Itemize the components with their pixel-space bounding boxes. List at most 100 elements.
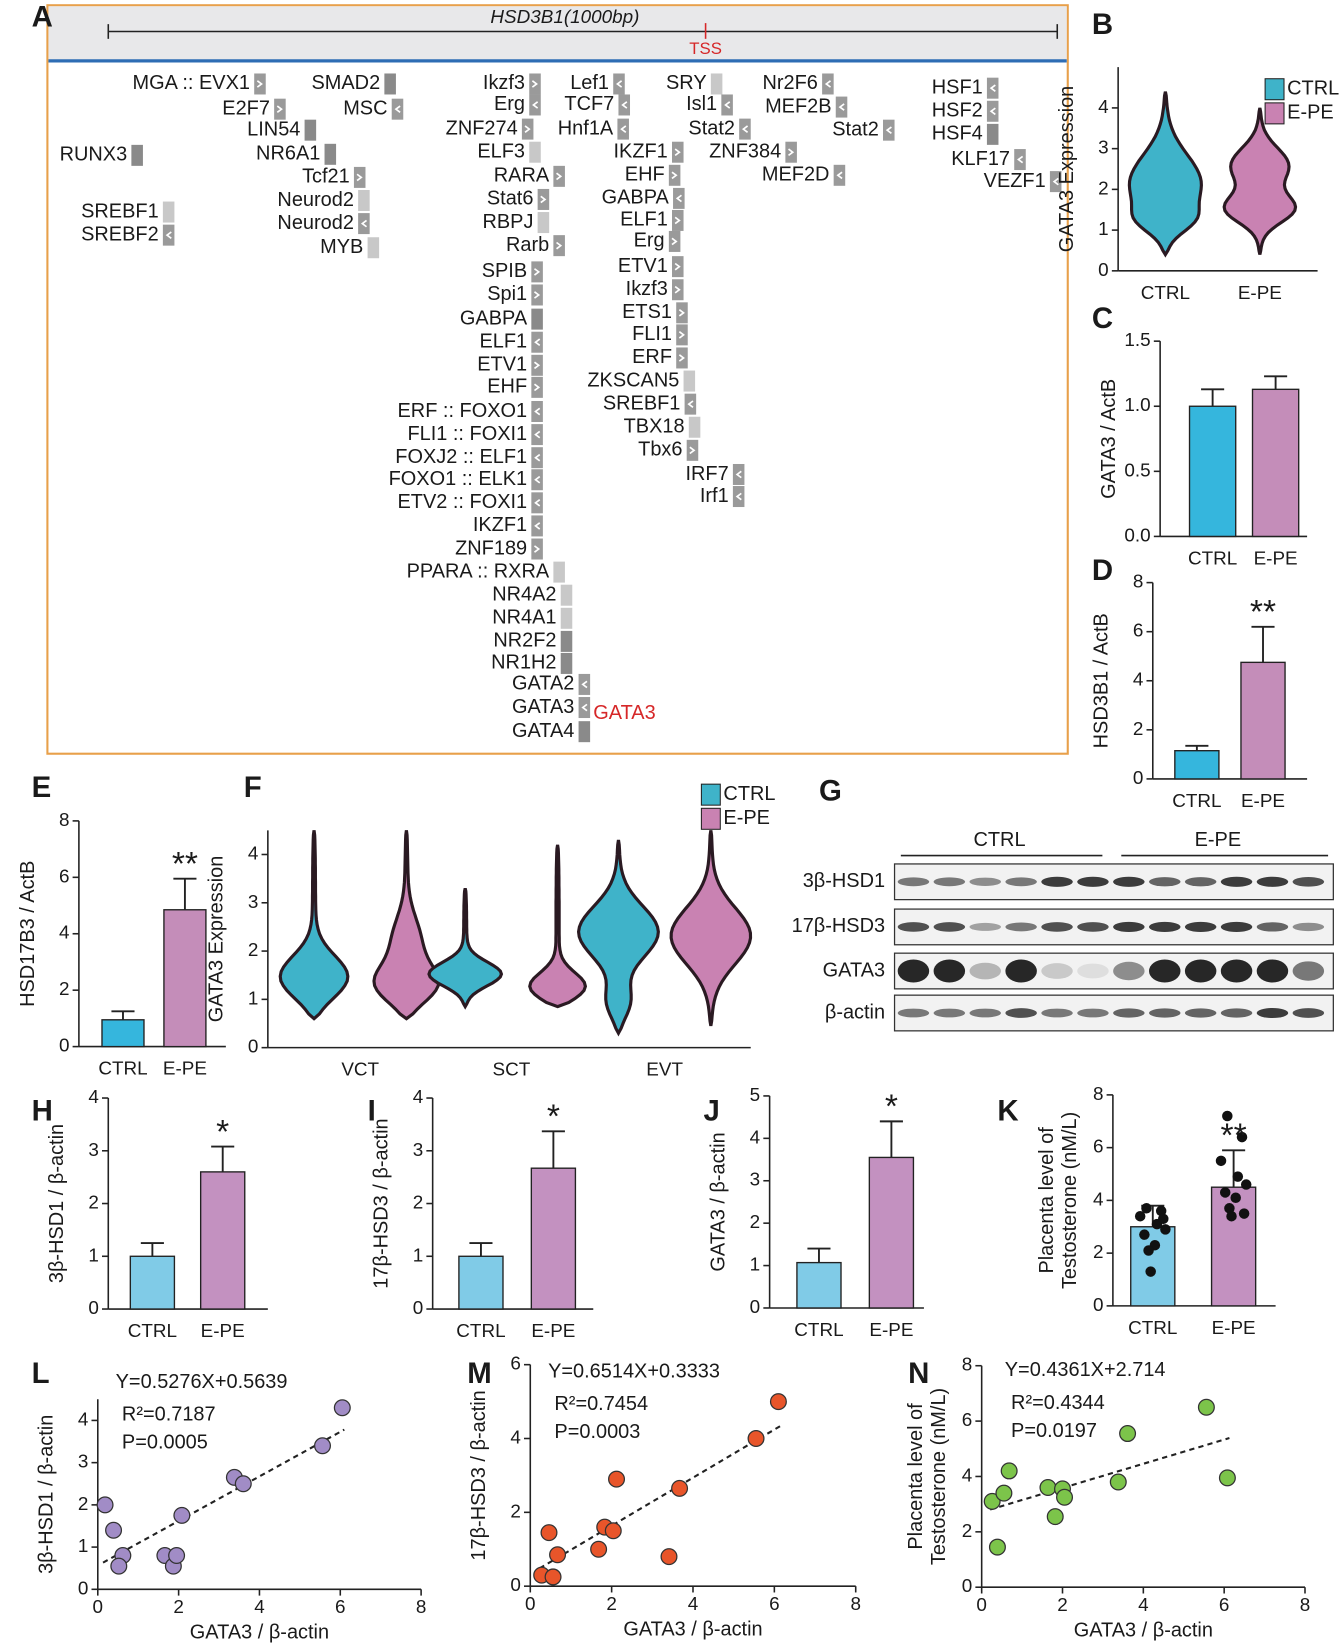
blot-band bbox=[1292, 1008, 1325, 1018]
violin bbox=[576, 839, 660, 1037]
y-tick-label: 2 bbox=[1133, 719, 1144, 740]
data-point bbox=[110, 1557, 128, 1575]
x-tick-label: CTRL bbox=[1141, 283, 1190, 304]
data-point bbox=[608, 1470, 626, 1488]
panel-label: D bbox=[1092, 554, 1113, 587]
data-point bbox=[988, 1538, 1006, 1556]
data-point bbox=[173, 1506, 191, 1524]
data-point bbox=[995, 1484, 1013, 1502]
y-tick-label: 4 bbox=[88, 1087, 99, 1108]
blot-band bbox=[1220, 1008, 1253, 1018]
tf-label: MGA :: EVX1 bbox=[133, 72, 250, 94]
y-tick-label: 4 bbox=[59, 923, 70, 944]
y-tick-label: 4 bbox=[510, 1427, 521, 1448]
strand-arrow bbox=[735, 492, 742, 501]
strand-arrow bbox=[356, 173, 363, 182]
y-tick-label: 1 bbox=[413, 1245, 424, 1266]
y-tick-label: 0 bbox=[59, 1036, 70, 1057]
data-point bbox=[1224, 1203, 1235, 1214]
blot-band bbox=[969, 1008, 1001, 1018]
trend-line bbox=[102, 1428, 345, 1564]
tf-site bbox=[721, 94, 733, 116]
blot-band bbox=[1184, 877, 1217, 887]
tf-site bbox=[739, 118, 751, 140]
data-point bbox=[1222, 1110, 1233, 1122]
blot-band bbox=[897, 959, 930, 983]
blot-band bbox=[1149, 877, 1181, 887]
data-point bbox=[313, 1437, 332, 1455]
data-point bbox=[1119, 1425, 1137, 1443]
fit-stat: P=0.0197 bbox=[1011, 1420, 1097, 1442]
strand-arrow bbox=[534, 430, 541, 439]
x-tick-label: CTRL bbox=[98, 1059, 147, 1080]
strand-arrow bbox=[165, 231, 172, 239]
highlight-label: GATA3 bbox=[593, 702, 655, 724]
tf-site bbox=[618, 94, 631, 116]
bar bbox=[1174, 750, 1220, 780]
panel-a-frame bbox=[46, 4, 1069, 755]
strand-arrow bbox=[678, 354, 685, 362]
tf-site bbox=[684, 393, 697, 415]
strand-arrow bbox=[534, 453, 541, 462]
tf-label: Ikzf3 bbox=[483, 72, 525, 94]
y-tick-label: 0 bbox=[248, 1037, 258, 1058]
x-tick-label: E-PE bbox=[201, 1321, 245, 1342]
y-tick-label: 1 bbox=[248, 988, 258, 1009]
blot-band bbox=[1256, 876, 1289, 887]
data-point bbox=[1046, 1508, 1064, 1526]
tf-site bbox=[617, 118, 629, 140]
fit-stat: P=0.0005 bbox=[122, 1432, 208, 1454]
x-tick-label: 6 bbox=[769, 1594, 780, 1615]
tf-site bbox=[304, 119, 317, 141]
strand-arrow bbox=[824, 80, 832, 88]
tf-label: RARA bbox=[494, 165, 550, 187]
tf-site bbox=[822, 73, 834, 95]
ruler-bar bbox=[48, 6, 1067, 61]
tf-site bbox=[531, 492, 543, 514]
trend-line bbox=[989, 1437, 1230, 1511]
y-tick-label: 3 bbox=[413, 1140, 424, 1161]
tf-label: ELF1 bbox=[620, 209, 668, 231]
tf-site bbox=[560, 607, 573, 629]
significance: ** bbox=[172, 846, 198, 883]
y-tick-label: 0.5 bbox=[1124, 460, 1150, 481]
strand-arrow bbox=[1017, 155, 1024, 164]
tf-label: GATA3 bbox=[512, 696, 574, 718]
y-tick-label: 4 bbox=[248, 843, 258, 864]
strand-arrow bbox=[556, 172, 563, 181]
y-tick-label: 1 bbox=[1098, 219, 1109, 240]
x-tick-label: 2 bbox=[1057, 1595, 1068, 1616]
strand-arrow bbox=[1052, 177, 1059, 186]
tf-label: ELF1 bbox=[479, 330, 527, 352]
tf-label: MEF2D bbox=[762, 164, 830, 186]
panel-label: C bbox=[1092, 302, 1113, 335]
data-point bbox=[1238, 1208, 1250, 1219]
tf-label: MSC bbox=[343, 97, 387, 119]
strand-arrow bbox=[836, 171, 843, 180]
y-tick-label: 0.0 bbox=[1124, 525, 1150, 546]
data-point bbox=[1056, 1488, 1074, 1506]
bar bbox=[530, 1167, 577, 1310]
y-axis-title: HSD3B1 / ActB bbox=[1091, 613, 1113, 748]
data-point bbox=[1236, 1131, 1248, 1143]
violin bbox=[1222, 107, 1298, 255]
strand-arrow bbox=[534, 338, 541, 347]
tf-label: Stat2 bbox=[832, 118, 879, 140]
x-tick-label: CTRL bbox=[456, 1321, 505, 1342]
y-tick-label: 4 bbox=[78, 1409, 89, 1430]
tf-site bbox=[531, 515, 543, 537]
fit-stat: Y=0.5276X+0.5639 bbox=[116, 1371, 288, 1393]
data-point bbox=[1141, 1203, 1152, 1214]
data-point bbox=[671, 1479, 689, 1497]
bar bbox=[1210, 1186, 1257, 1307]
y-tick-label: 3 bbox=[78, 1452, 89, 1473]
tf-site bbox=[686, 439, 699, 461]
y-tick-label: 8 bbox=[1093, 1084, 1104, 1105]
blot-band bbox=[1077, 963, 1109, 979]
y-axis-title: Testosterone (nM/L) bbox=[928, 1388, 950, 1565]
y-tick-label: 0 bbox=[750, 1297, 761, 1318]
tf-site bbox=[835, 96, 848, 118]
data-point bbox=[168, 1547, 186, 1565]
tf-site bbox=[672, 279, 684, 301]
